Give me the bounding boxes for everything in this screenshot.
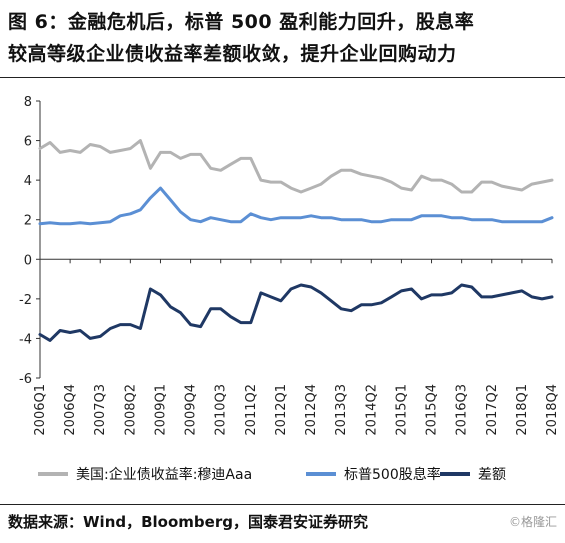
x-tick-label: 2007Q3 xyxy=(93,384,108,436)
legend-label-2: 标普500股息率 xyxy=(344,466,441,483)
series-line-3 xyxy=(38,283,554,342)
y-tick-label: -2 xyxy=(19,293,32,308)
watermark: ©格隆汇 xyxy=(508,515,557,529)
x-tick-label: 2012Q1 xyxy=(274,384,289,436)
y-tick-label: 2 xyxy=(24,214,32,229)
chart-title: 图 6：金融危机后，标普 500 盈利能力回升，股息率 较高等级企业债收益率差额… xyxy=(8,6,560,70)
x-tick-label: 2009Q4 xyxy=(184,384,199,436)
x-tick-labels: 2006Q1 2006Q4 2007Q3 2008Q2 2009Q1 2009Q4 2010… xyxy=(33,384,560,436)
y-tick-label: -4 xyxy=(19,332,32,347)
x-tick-label: 2006Q4 xyxy=(63,384,78,436)
legend-label-1: 美国:企业债收益率:穆迪Aaa xyxy=(76,466,252,483)
chart-title-line-2: 较高等级企业债收益率差额收敛，提升企业回购动力 xyxy=(8,43,457,65)
legend-label-3: 差额 xyxy=(478,467,506,483)
y-tick-label: 6 xyxy=(24,135,32,150)
y-tick-label: 0 xyxy=(24,253,32,268)
x-tick-label: 2010Q3 xyxy=(214,384,229,436)
y-tick-label: -6 xyxy=(19,372,32,387)
legend: 美国:企业债收益率:穆迪Aaa 标普500股息率 差额 xyxy=(38,466,506,483)
series-line-2 xyxy=(38,186,554,226)
x-tick-label: 2011Q2 xyxy=(244,384,259,436)
y-tick-labels: -6 -4 -2 0 2 4 6 8 xyxy=(19,95,32,387)
title-divider xyxy=(0,77,565,78)
chart-axes xyxy=(36,100,553,379)
x-tick-label: 2016Q3 xyxy=(455,384,470,436)
x-tick-label: 2013Q3 xyxy=(334,384,349,436)
x-tick-label: 2018Q4 xyxy=(545,384,560,436)
x-tick-label: 2008Q2 xyxy=(123,384,138,436)
line-chart: -6 -4 -2 0 2 4 6 8 2006Q1 2006Q4 2007Q3 2008Q2 2009… xyxy=(19,95,560,483)
chart-title-line-1: 图 6：金融危机后，标普 500 盈利能力回升，股息率 xyxy=(8,11,475,33)
source-note: 数据来源：Wind，Bloomberg，国泰君安证券研究 xyxy=(8,513,368,531)
source-divider xyxy=(0,504,565,505)
x-tick-label: 2014Q2 xyxy=(364,384,379,436)
series-lines xyxy=(38,139,554,342)
x-tick-label: 2009Q1 xyxy=(153,384,168,436)
series-line-1 xyxy=(38,139,554,194)
x-tick-label: 2012Q4 xyxy=(304,384,319,436)
x-tick-label: 2018Q1 xyxy=(515,384,530,436)
y-tick-label: 8 xyxy=(24,95,32,110)
y-tick-label: 4 xyxy=(24,174,32,189)
x-tick-label: 2017Q2 xyxy=(485,384,500,436)
x-tick-label: 2006Q1 xyxy=(33,384,48,436)
x-tick-label: 2015Q1 xyxy=(394,384,409,436)
x-tick-label: 2015Q4 xyxy=(425,384,440,436)
